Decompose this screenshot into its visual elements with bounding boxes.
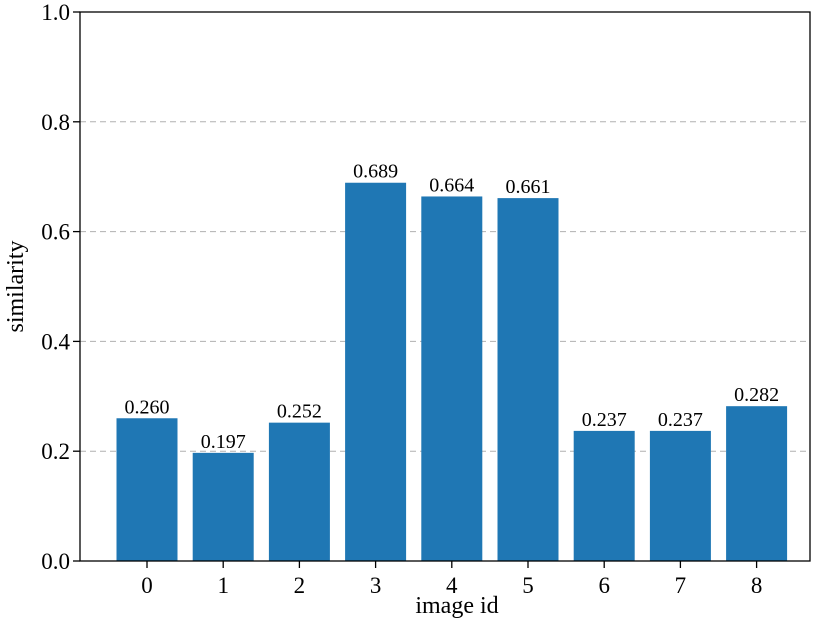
- x-tick-label: 8: [751, 573, 763, 598]
- x-tick-label: 0: [141, 573, 153, 598]
- y-axis-ticks: 0.0 0.2 0.4 0.6 0.8 1.0: [41, 0, 80, 574]
- bar-value-label: 0.282: [734, 384, 779, 406]
- axes: [79, 11, 811, 562]
- bar-value-label: 0.260: [125, 396, 170, 418]
- bar-0: [116, 418, 178, 561]
- x-tick-label: 6: [598, 573, 610, 598]
- x-axis-ticks: 0 1 2 3 4 5 6 7 8: [141, 561, 762, 598]
- x-axis-title: image id: [415, 593, 498, 619]
- x-tick-label: 3: [370, 573, 382, 598]
- bar-value-labels: 0.260 0.197 0.252 0.689 0.664 0.661 0.237 0.237…: [125, 161, 780, 453]
- y-tick-label: 0.2: [41, 439, 70, 464]
- bars: [116, 182, 788, 562]
- x-tick-label: 5: [522, 573, 534, 598]
- y-tick-label: 1.0: [41, 0, 70, 25]
- bar-value-label: 0.689: [353, 161, 398, 183]
- x-tick-label: 4: [446, 573, 458, 598]
- x-tick-label: 2: [294, 573, 306, 598]
- y-tick-label: 0.0: [41, 549, 70, 574]
- y-tick-label: 0.8: [41, 110, 70, 135]
- y-tick-label: 0.4: [41, 329, 70, 354]
- bar-value-label: 0.237: [658, 409, 703, 431]
- x-tick-label: 1: [217, 573, 229, 598]
- bar-3: [345, 182, 407, 561]
- bar-value-label: 0.661: [506, 176, 551, 198]
- bar-value-label: 0.197: [201, 431, 246, 453]
- bar-5: [497, 198, 559, 561]
- bar-1: [192, 452, 254, 561]
- y-axis-title: similarity: [3, 241, 29, 333]
- x-tick-label: 7: [675, 573, 687, 598]
- bar-7: [649, 430, 711, 561]
- plot-frame: [79, 11, 811, 562]
- bar-value-label: 0.252: [277, 401, 322, 423]
- bar-2: [268, 422, 330, 561]
- y-tick-label: 0.6: [41, 220, 70, 245]
- bar-4: [421, 196, 483, 562]
- bar-8: [726, 406, 788, 561]
- bar-6: [573, 430, 635, 561]
- bar-value-label: 0.664: [429, 174, 474, 196]
- bar-value-label: 0.237: [582, 409, 627, 431]
